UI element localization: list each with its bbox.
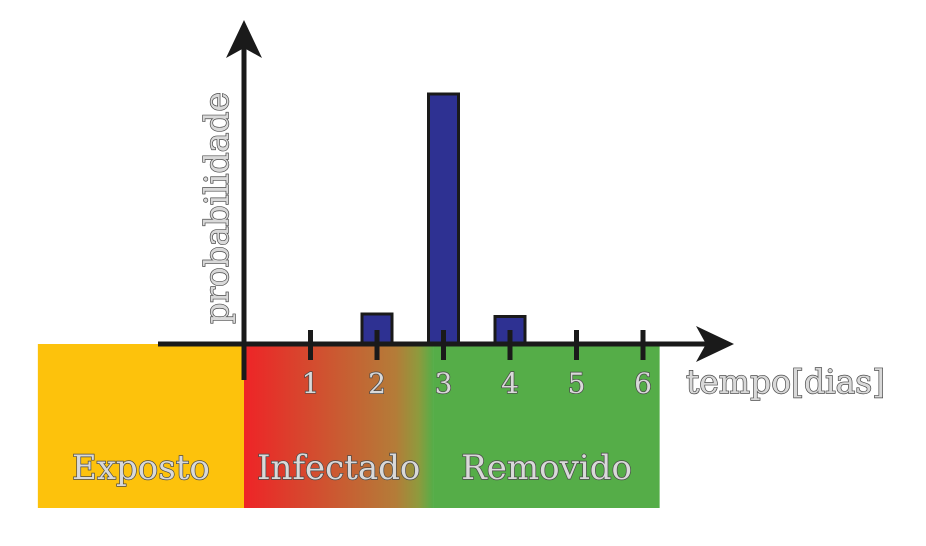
zones-layer: Exposto Infectado Removido	[37, 344, 660, 508]
x-axis-arrow	[696, 326, 734, 362]
x-tick-label-4: 4	[501, 367, 519, 400]
zone-label-infectado: Infectado	[257, 448, 420, 488]
zone-exposto	[37, 344, 244, 508]
bars-layer	[360, 92, 527, 346]
x-tick-label-6: 6	[634, 367, 652, 400]
bar-day-3	[427, 92, 460, 346]
x-ticks: 1 2 3 4 5 6	[301, 330, 653, 401]
x-tick-label-1: 1	[302, 367, 320, 400]
y-axis-arrow	[226, 20, 262, 58]
x-tick-label-2: 2	[368, 367, 386, 400]
zone-infectado	[244, 344, 434, 508]
zone-removido	[433, 344, 660, 508]
x-axis-label: tempo[dias]	[686, 362, 885, 401]
zone-label-exposto: Exposto	[72, 448, 210, 488]
axes	[158, 20, 734, 380]
x-tick-label-5: 5	[568, 367, 586, 400]
x-tick-label-3: 3	[435, 367, 453, 400]
y-axis-label: probabilidade	[197, 92, 236, 324]
zone-label-removido: Removido	[461, 448, 632, 488]
